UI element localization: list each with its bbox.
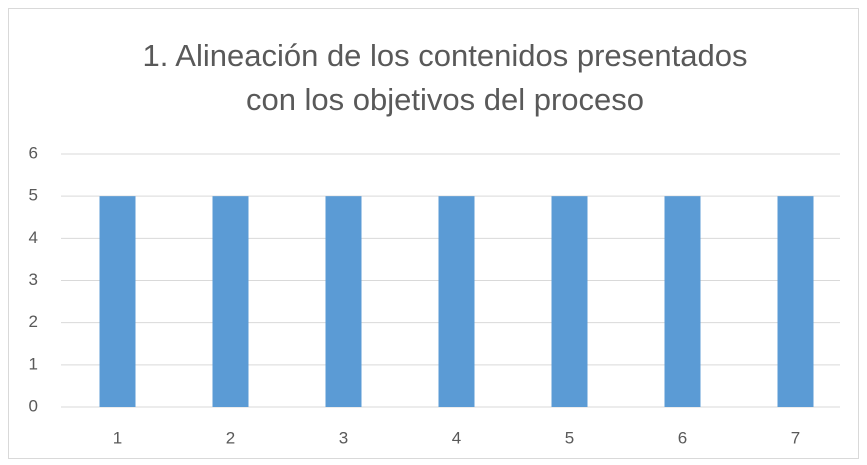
y-tick-label: 1 bbox=[29, 354, 38, 373]
bar bbox=[551, 196, 588, 407]
x-tick-label: 1 bbox=[113, 428, 122, 447]
bar bbox=[212, 196, 249, 407]
x-tick-label: 4 bbox=[452, 428, 461, 447]
y-tick-label: 3 bbox=[29, 270, 38, 289]
x-tick-label: 7 bbox=[791, 428, 800, 447]
x-tick-label: 6 bbox=[678, 428, 687, 447]
bar bbox=[99, 196, 136, 407]
y-tick-label: 5 bbox=[29, 186, 38, 205]
bar bbox=[664, 196, 701, 407]
y-tick-label: 2 bbox=[29, 312, 38, 331]
chart-border bbox=[8, 8, 859, 459]
chart-title: 1. Alineación de los contenidos presenta… bbox=[143, 38, 748, 73]
y-tick-label: 6 bbox=[29, 143, 38, 162]
y-tick-label: 0 bbox=[29, 396, 38, 415]
bar bbox=[777, 196, 814, 407]
x-tick-label: 5 bbox=[565, 428, 574, 447]
bar bbox=[325, 196, 362, 407]
x-tick-label: 3 bbox=[339, 428, 348, 447]
y-tick-label: 4 bbox=[29, 228, 38, 247]
bar bbox=[438, 196, 475, 407]
x-tick-label: 2 bbox=[226, 428, 235, 447]
chart-title: con los objetivos del proceso bbox=[246, 82, 644, 117]
